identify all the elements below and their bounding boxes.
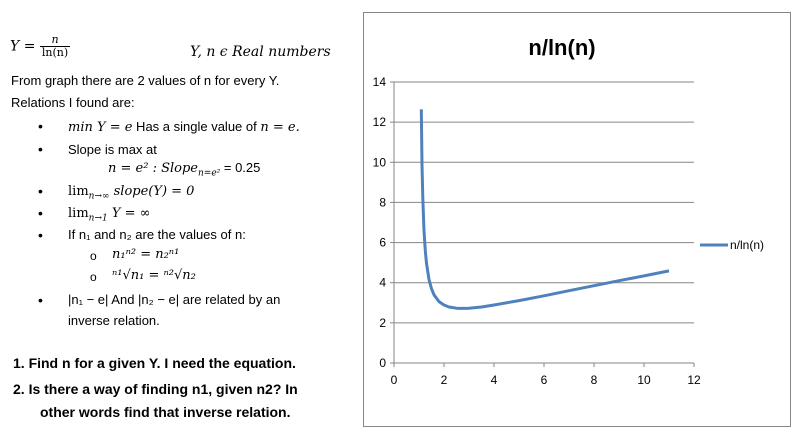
bullet-icon: • [38, 183, 43, 199]
y-tick-label: 6 [379, 236, 386, 250]
relations-heading: Relations I found are: [11, 95, 135, 110]
lim-rest: slope(Y) = 0 [109, 184, 195, 199]
circle-bullet-icon: o [90, 270, 97, 284]
circle-bullet-icon: o [90, 249, 97, 263]
relation-n1-n2: If n₁ and n₂ are the values of n: [68, 227, 246, 242]
graph-observation: From graph there are 2 values of n for e… [11, 73, 280, 88]
bullet-icon: • [38, 118, 43, 134]
slope-eq-main: n = e² : Slope [108, 161, 198, 176]
y-tick-label: 8 [379, 195, 386, 209]
x-tick-label: 6 [541, 373, 548, 387]
y-tick-label: 0 [379, 356, 386, 370]
equation-y: Y = n ln(n) [10, 34, 71, 59]
equation-lhs: Y = [10, 38, 36, 55]
equation-denominator: ln(n) [41, 46, 69, 59]
question-text-panel: Y = n ln(n) Y, n ϵ Real numbers From gra… [0, 0, 360, 439]
lim-sub: n→∞ [88, 191, 110, 202]
lim-sub: n→1 [88, 213, 108, 224]
bullet-icon: • [38, 141, 43, 157]
slope-eq-value: = 0.25 [220, 160, 261, 175]
bullet-icon: • [38, 227, 43, 243]
x-tick-label: 4 [491, 373, 498, 387]
relation-root: ⁿ¹√n₁ = ⁿ²√n₂ [112, 268, 196, 283]
relation-power: n₁ⁿ² = n₂ⁿ¹ [112, 247, 180, 262]
lim-word: lim [68, 184, 89, 199]
chart-container: n/ln(n) 0 2 4 6 8 10 12 14 0 2 4 6 8 10 12 n/ln(n) [363, 12, 791, 427]
slope-eq-sub: n=e² [197, 168, 221, 179]
lim-word: lim [68, 206, 89, 221]
series-line [419, 109, 670, 310]
x-tick-label: 10 [637, 373, 651, 387]
relation-limit-y: limn→1 Y = ∞ [68, 205, 150, 224]
relation-min-math: min Y = e [68, 120, 133, 135]
chart-title: n/ln(n) [528, 35, 595, 60]
bullet-icon: • [38, 292, 43, 308]
lim-rest: Y = ∞ [107, 206, 151, 221]
y-tick-label: 12 [373, 115, 387, 129]
relation-slope-label: Slope is max at [68, 142, 157, 157]
relation-slope-equation: n = e² : Slopen=e² = 0.25 [108, 160, 260, 179]
relation-inverse-line1: |n₁ − e| And |n₂ − e| are related by an [68, 292, 281, 307]
y-tick-label: 2 [379, 316, 386, 330]
relation-inverse-line2: inverse relation. [68, 313, 160, 328]
x-tick-label: 2 [441, 373, 448, 387]
y-tick-label: 4 [379, 276, 386, 290]
line-chart: n/ln(n) 0 2 4 6 8 10 12 14 0 2 4 6 8 10 12 n/ln(n) [373, 35, 764, 387]
question-2-line2: other words find that inverse relation. [40, 404, 291, 420]
relation-min: min Y = e Has a single value of n = e. [68, 119, 300, 135]
relation-limit-slope: limn→∞ slope(Y) = 0 [68, 183, 194, 202]
x-tick-label: 0 [391, 373, 398, 387]
x-tick-label: 8 [591, 373, 598, 387]
relation-min-math2: n = e. [260, 120, 300, 135]
domain-statement: Y, n ϵ Real numbers [190, 44, 331, 60]
x-tick-label: 12 [687, 373, 701, 387]
equation-numerator: n [39, 34, 71, 47]
y-tick-label: 14 [373, 75, 387, 89]
question-2-line1: 2. Is there a way of finding n1, given n… [13, 381, 298, 397]
y-tick-label: 10 [373, 155, 387, 169]
bullet-icon: • [38, 205, 43, 221]
question-1: 1. Find n for a given Y. I need the equa… [13, 355, 296, 371]
legend-label: n/ln(n) [730, 238, 764, 252]
relation-min-text: Has a single value of [132, 119, 261, 134]
